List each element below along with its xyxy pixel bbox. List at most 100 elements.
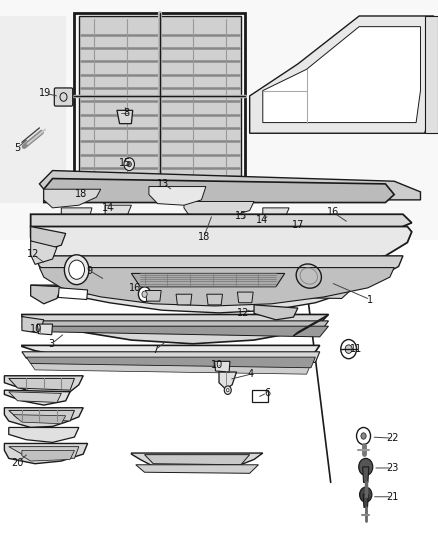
Circle shape: [142, 291, 147, 297]
Text: 22: 22: [386, 433, 398, 443]
Polygon shape: [31, 364, 311, 374]
Polygon shape: [31, 241, 57, 264]
FancyBboxPatch shape: [54, 88, 73, 106]
Circle shape: [226, 389, 229, 392]
Polygon shape: [22, 345, 320, 368]
Polygon shape: [22, 352, 320, 362]
Polygon shape: [9, 392, 61, 402]
Polygon shape: [39, 268, 394, 306]
Text: 23: 23: [386, 463, 398, 473]
Polygon shape: [237, 292, 253, 303]
Polygon shape: [31, 227, 66, 251]
Text: 17: 17: [292, 220, 304, 230]
Polygon shape: [58, 288, 88, 300]
Text: 1: 1: [367, 295, 373, 304]
Text: 10: 10: [211, 360, 223, 369]
Circle shape: [124, 158, 134, 171]
Polygon shape: [131, 453, 263, 469]
Polygon shape: [22, 321, 328, 333]
Polygon shape: [31, 285, 61, 304]
Polygon shape: [239, 216, 252, 224]
Polygon shape: [298, 216, 359, 236]
Polygon shape: [39, 171, 420, 200]
Circle shape: [224, 386, 231, 394]
Text: 16: 16: [129, 283, 141, 293]
Polygon shape: [44, 189, 101, 208]
Polygon shape: [22, 314, 328, 344]
Polygon shape: [184, 201, 254, 216]
Polygon shape: [263, 208, 289, 224]
Text: 12: 12: [237, 308, 249, 318]
Text: 6: 6: [264, 388, 270, 398]
Polygon shape: [263, 27, 420, 123]
Text: 13: 13: [157, 179, 170, 189]
Polygon shape: [9, 447, 79, 458]
Polygon shape: [207, 294, 223, 305]
Polygon shape: [9, 427, 79, 442]
Polygon shape: [363, 495, 368, 507]
Text: 11: 11: [350, 344, 362, 354]
Text: 12: 12: [27, 249, 39, 259]
Text: 16: 16: [327, 207, 339, 217]
Polygon shape: [31, 290, 350, 298]
Polygon shape: [215, 361, 230, 372]
Text: 7: 7: [152, 345, 159, 354]
Text: 8: 8: [123, 108, 129, 118]
Polygon shape: [136, 465, 258, 473]
Polygon shape: [31, 214, 412, 248]
Text: 18: 18: [75, 189, 88, 199]
Circle shape: [359, 458, 373, 475]
Polygon shape: [363, 467, 369, 482]
Polygon shape: [31, 227, 412, 276]
Text: 21: 21: [386, 492, 398, 502]
Polygon shape: [61, 208, 92, 229]
Polygon shape: [4, 408, 83, 427]
Circle shape: [138, 287, 151, 302]
Polygon shape: [254, 305, 298, 320]
Text: 18: 18: [198, 232, 210, 242]
Polygon shape: [0, 0, 438, 240]
Polygon shape: [44, 179, 394, 203]
Polygon shape: [22, 450, 74, 461]
Polygon shape: [250, 16, 434, 133]
Polygon shape: [145, 290, 161, 301]
Polygon shape: [35, 256, 403, 297]
Circle shape: [127, 161, 131, 167]
Polygon shape: [13, 415, 66, 424]
Circle shape: [360, 487, 372, 502]
Polygon shape: [22, 317, 44, 333]
Polygon shape: [9, 378, 74, 390]
Text: 20: 20: [11, 458, 24, 467]
Circle shape: [343, 222, 357, 239]
Polygon shape: [117, 110, 133, 124]
Circle shape: [69, 260, 85, 279]
Polygon shape: [145, 455, 250, 465]
Text: 19: 19: [39, 88, 51, 98]
Polygon shape: [105, 205, 131, 221]
Circle shape: [361, 433, 366, 439]
Polygon shape: [31, 285, 350, 313]
Polygon shape: [219, 372, 237, 389]
Polygon shape: [425, 16, 438, 133]
Text: 15: 15: [119, 158, 131, 167]
Polygon shape: [26, 357, 315, 368]
Text: 5: 5: [14, 143, 21, 152]
Polygon shape: [79, 16, 241, 176]
Polygon shape: [131, 273, 285, 287]
Polygon shape: [252, 390, 268, 402]
Text: 15: 15: [235, 211, 247, 221]
Polygon shape: [9, 410, 74, 421]
Polygon shape: [22, 326, 328, 337]
Polygon shape: [176, 294, 192, 305]
Circle shape: [345, 345, 352, 353]
Text: 9: 9: [87, 266, 93, 276]
Polygon shape: [4, 443, 88, 464]
Circle shape: [341, 340, 357, 359]
Polygon shape: [293, 314, 328, 336]
Text: 4: 4: [248, 369, 254, 379]
Text: 10: 10: [30, 325, 42, 334]
Circle shape: [357, 427, 371, 445]
Circle shape: [64, 255, 89, 285]
Polygon shape: [149, 187, 206, 205]
Text: 14: 14: [102, 203, 114, 213]
